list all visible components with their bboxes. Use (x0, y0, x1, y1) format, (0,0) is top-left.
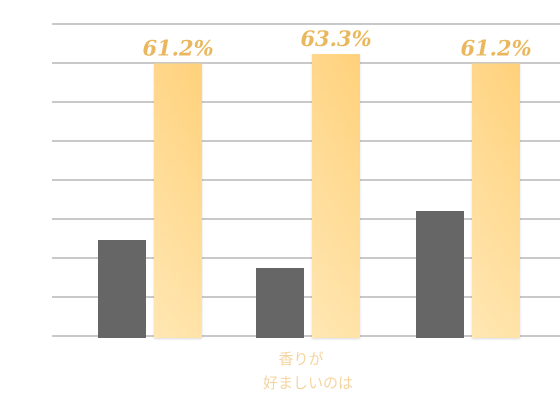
value-labels-layer: 61.2% 63.3% 61.2% (142, 26, 531, 60)
bars-layer (98, 54, 520, 339)
light-bar-highlight (312, 54, 360, 338)
value-label: 61.2% (460, 35, 531, 60)
light-bar-highlight (154, 63, 202, 339)
category-label-line-1: 香りが (278, 350, 323, 368)
dark-bar (416, 211, 464, 338)
light-bar-highlight (472, 63, 520, 339)
dark-bar (256, 268, 304, 338)
value-label: 63.3% (300, 26, 371, 51)
category-label-line-2: 好ましいのは (263, 374, 353, 392)
dark-bar (98, 240, 146, 338)
value-label: 61.2% (142, 35, 213, 60)
